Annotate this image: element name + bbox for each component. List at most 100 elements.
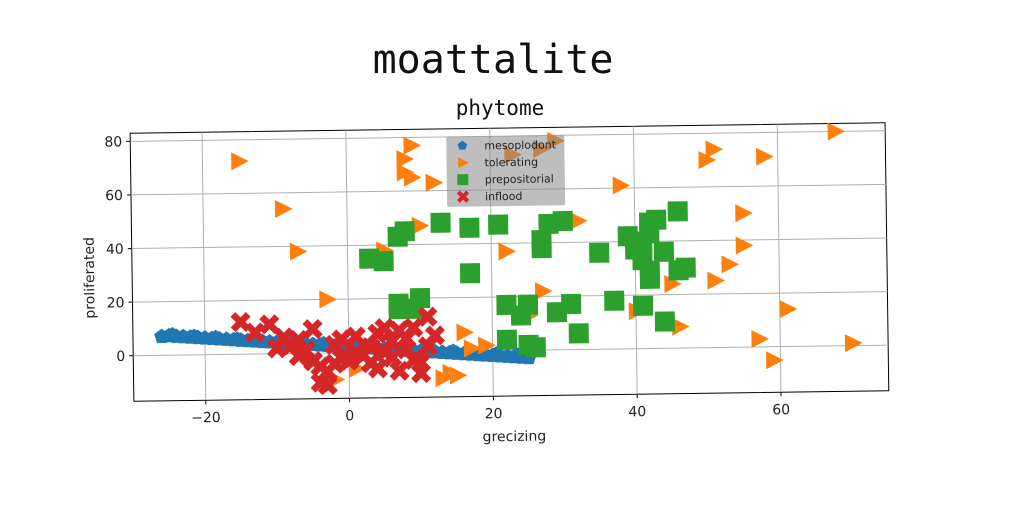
tolerating-point: [403, 168, 422, 187]
x-tick-label: 60: [772, 402, 790, 418]
prepositorial-point: [667, 201, 688, 222]
prepositorial-point: [402, 298, 424, 320]
tolerating-point: [735, 204, 753, 223]
prepositorial-point: [373, 250, 394, 272]
prepositorial-point: [488, 214, 509, 235]
tolerating-point: [449, 366, 468, 385]
inflood-point: [259, 314, 280, 335]
inflood-point: [245, 322, 266, 343]
tolerating-point: [425, 173, 444, 192]
prepositorial-point: [639, 268, 661, 289]
y-tick-label: 20: [107, 295, 125, 311]
tolerating-point: [463, 339, 482, 358]
tolerating-point: [705, 140, 724, 159]
inflood-point: [417, 306, 438, 327]
tolerating-point: [478, 336, 496, 355]
legend-label-inflood: inflood: [485, 190, 523, 204]
legend-marker-mesoplodont: [457, 140, 468, 150]
x-gridline: [201, 132, 207, 401]
mesoplodont-point: [208, 329, 224, 345]
tolerating-point: [411, 216, 430, 235]
x-tick-label: −20: [191, 410, 221, 426]
prepositorial-point: [646, 209, 667, 230]
prepositorial-point: [654, 311, 676, 332]
tolerating-point: [755, 147, 774, 166]
tick-labels: −20 0 20 40 60 0 20 40 60 80: [104, 134, 790, 426]
legend-label-mesoplodont: mesoplodont: [484, 138, 557, 152]
legend: mesoplodont tolerating prepositorial infloo…: [446, 135, 566, 207]
prepositorial-point: [561, 293, 582, 315]
y-axis-label: proliferated: [82, 237, 99, 319]
tolerating-point: [289, 242, 308, 261]
mesoplodont-point: [164, 327, 181, 342]
mesoplodont-point: [186, 328, 202, 344]
prepositorial-point: [604, 290, 625, 311]
y-gridline: [131, 237, 887, 250]
tolerating-point: [721, 255, 740, 274]
y-tick-label: 40: [106, 242, 124, 258]
prepositorial-point: [589, 242, 610, 263]
chart-marks: [154, 122, 863, 396]
y-gridline: [133, 344, 889, 357]
prepositorial-point: [531, 238, 552, 259]
prepositorial-point: [496, 329, 518, 350]
inflood-point: [424, 325, 446, 346]
legend-entries: mesoplodont tolerating prepositorial infloo…: [456, 138, 557, 204]
prepositorial-point: [632, 295, 654, 316]
series-tolerating: [231, 122, 863, 389]
tolerating-point: [698, 151, 717, 170]
prepositorial-point: [394, 221, 415, 242]
legend-marker-tolerating: [458, 157, 469, 169]
tolerating-point: [707, 271, 726, 290]
tolerating-point: [672, 317, 690, 336]
mesoplodont-point: [229, 331, 245, 346]
tolerating-point: [735, 236, 754, 255]
tolerating-point: [827, 122, 846, 141]
tolerating-point: [664, 274, 682, 293]
tolerating-point: [844, 334, 863, 353]
tolerating-point: [569, 211, 588, 230]
mesoplodont-point: [445, 343, 461, 359]
inflood-point: [288, 329, 309, 351]
tolerating-point: [435, 369, 454, 388]
prepositorial-point: [675, 257, 696, 278]
chart-title: phytome: [456, 96, 545, 120]
legend-box: [446, 135, 566, 207]
tolerating-point: [456, 323, 475, 342]
y-tick-label: 60: [105, 188, 123, 204]
tolerating-point: [319, 290, 337, 309]
x-tick-label: 20: [485, 406, 503, 422]
x-tick-label: 40: [628, 404, 646, 420]
prepositorial-point: [552, 210, 573, 232]
tolerating-point: [612, 176, 631, 195]
y-tick-label: 80: [104, 134, 122, 150]
x-tick-label: 0: [345, 408, 354, 424]
inflood-point: [374, 317, 395, 339]
legend-marker-inflood: [456, 190, 470, 203]
series-inflood: [230, 306, 446, 396]
tolerating-point: [779, 300, 798, 319]
prepositorial-point: [459, 217, 480, 238]
tolerating-point: [534, 282, 553, 301]
x-gridline: [776, 124, 782, 393]
figure-title: moattalite: [373, 37, 614, 83]
prepositorial-point: [510, 305, 532, 326]
prepositorial-point: [459, 263, 481, 284]
inflood-point: [360, 336, 381, 358]
plot-area: −20 0 20 40 60 0 20 40 60 80 grecizing proliferat…: [82, 122, 890, 446]
prepositorial-point: [568, 323, 589, 344]
tolerating-point: [396, 150, 415, 169]
tolerating-point: [274, 199, 293, 218]
tolerating-point: [751, 330, 769, 349]
inflood-point: [382, 347, 403, 368]
series-prepositorial: [359, 201, 696, 358]
x-axis-label: grecizing: [483, 429, 547, 446]
inflood-point: [411, 363, 432, 384]
tolerating-point: [403, 136, 422, 155]
legend-label-prepositorial: prepositorial: [485, 172, 554, 186]
tolerating-point: [231, 152, 249, 171]
y-tick-label: 0: [116, 349, 125, 365]
inflood-point: [331, 329, 352, 350]
prepositorial-point: [430, 212, 451, 233]
